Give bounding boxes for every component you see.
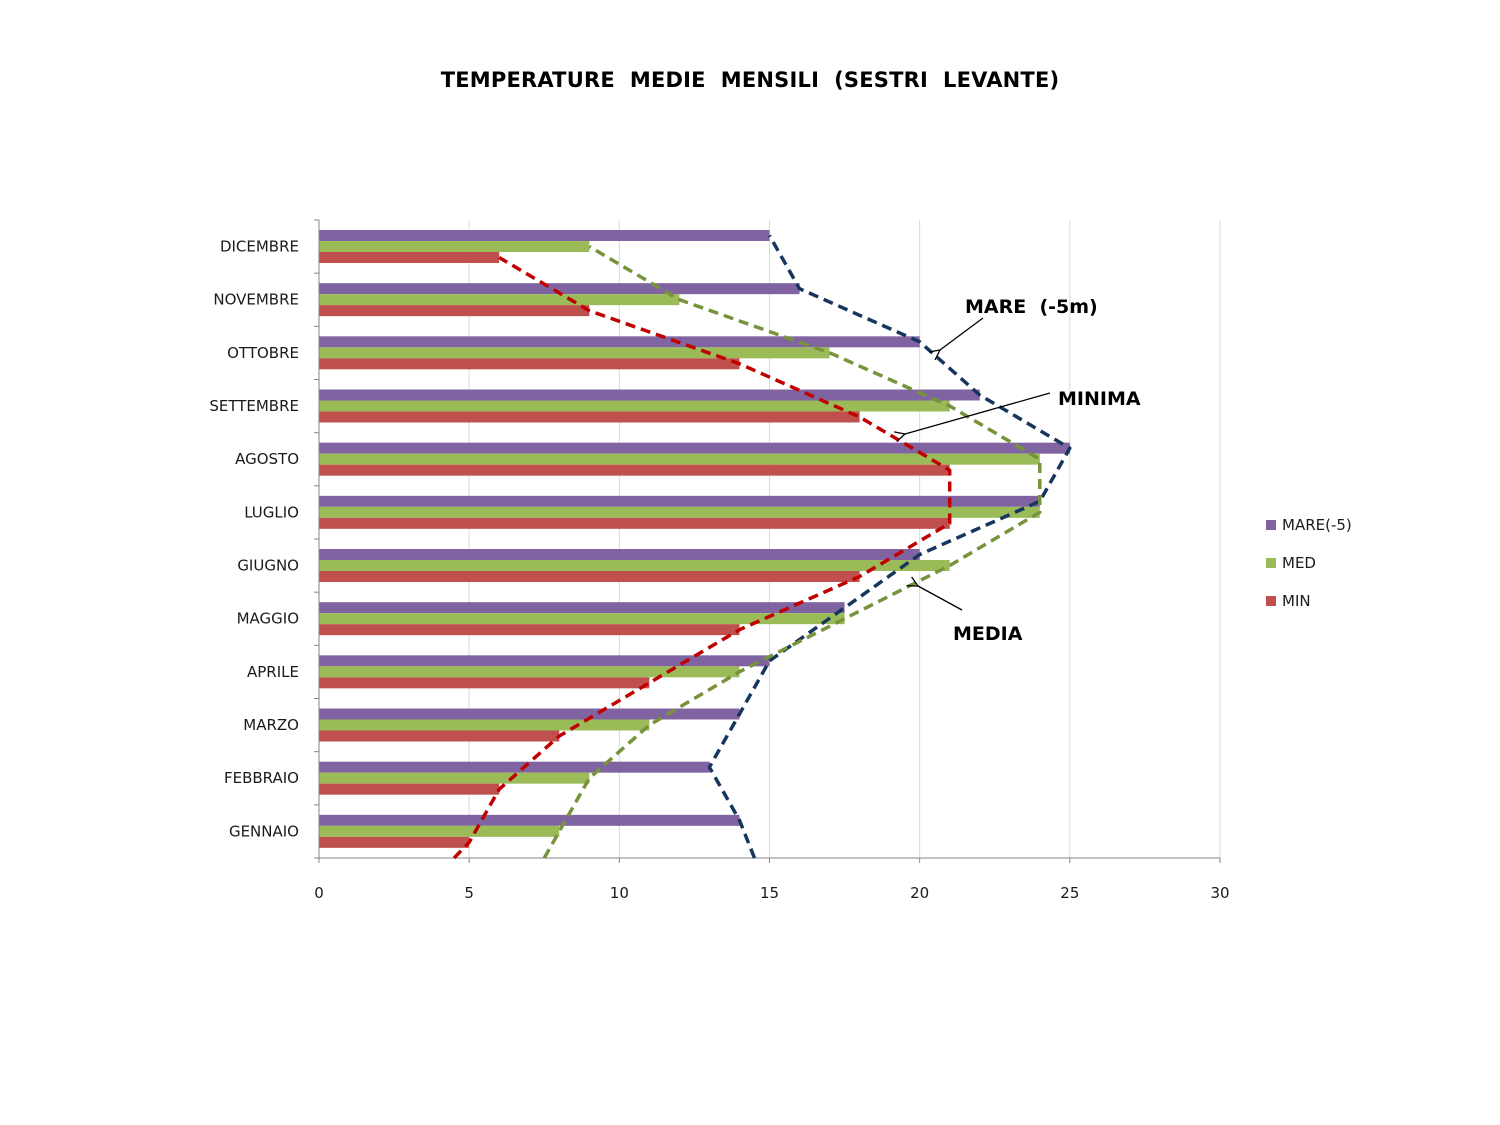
bar-med-maggio xyxy=(319,613,845,625)
legend-label-mare-5: MARE(-5) xyxy=(1282,516,1352,534)
category-label-settembre: SETTEMBRE xyxy=(209,397,299,415)
annotation-arrow-minima xyxy=(905,392,1051,434)
bars xyxy=(319,230,1070,848)
category-label-dicembre: DICEMBRE xyxy=(220,238,299,256)
bar-med-agosto xyxy=(319,453,1040,465)
x-tick-label-5: 5 xyxy=(464,884,474,902)
bar-mare-5-novembre xyxy=(319,283,800,295)
legend: MARE(-5) MED MIN xyxy=(1266,516,1352,610)
trend-line-min xyxy=(452,255,952,860)
bar-min-novembre xyxy=(319,305,590,317)
bar-med-marzo xyxy=(319,719,650,731)
category-label-ottobre: OTTOBRE xyxy=(227,344,299,362)
bar-min-settembre xyxy=(319,411,860,423)
gridlines xyxy=(468,220,1221,858)
bar-mare-5-febbraio xyxy=(319,761,710,773)
category-label-aprile: APRILE xyxy=(247,663,299,681)
bar-mare-5-maggio xyxy=(319,602,845,614)
trend-lines xyxy=(452,234,1072,860)
bar-min-marzo xyxy=(319,730,560,742)
bar-min-dicembre xyxy=(319,252,500,263)
x-tick-label-30: 30 xyxy=(1210,884,1229,902)
annotation-arrow-media xyxy=(918,586,963,611)
bar-med-gennaio xyxy=(319,825,560,837)
x-tick-label-15: 15 xyxy=(760,884,779,902)
x-tick-label-20: 20 xyxy=(910,884,929,902)
legend-label-min: MIN xyxy=(1282,592,1311,610)
annotation-minima: MINIMA xyxy=(1058,388,1141,410)
bar-med-settembre xyxy=(319,400,950,412)
annotations: MARE (-5m) MINIMA MEDIA xyxy=(905,296,1141,645)
legend-swatch-med xyxy=(1266,558,1276,568)
category-label-luglio: LUGLIO xyxy=(244,503,299,521)
bar-mare-5-dicembre xyxy=(319,230,770,241)
bar-min-febbraio xyxy=(319,783,500,795)
bar-min-ottobre xyxy=(319,358,740,370)
annotation-media: MEDIA xyxy=(953,623,1023,645)
x-tick-label-0: 0 xyxy=(314,884,324,902)
bar-min-aprile xyxy=(319,677,650,689)
bar-med-luglio xyxy=(319,506,1040,518)
category-label-marzo: MARZO xyxy=(243,716,299,734)
category-label-gennaio: GENNAIO xyxy=(229,822,299,840)
annotation-mare: MARE (-5m) xyxy=(965,296,1098,318)
bar-min-maggio xyxy=(319,624,740,636)
category-label-agosto: AGOSTO xyxy=(235,450,299,468)
trend-line-med xyxy=(542,244,1042,859)
bar-min-giugno xyxy=(319,571,860,582)
category-label-maggio: MAGGIO xyxy=(237,610,299,628)
bar-mare-5-agosto xyxy=(319,442,1070,454)
bar-min-agosto xyxy=(319,464,950,476)
chart-title: TEMPERATURE MEDIE MENSILI (SESTRI LEVANT… xyxy=(440,68,1060,92)
bar-med-aprile xyxy=(319,666,740,678)
category-label-giugno: GIUGNO xyxy=(237,557,299,575)
x-tick-label-25: 25 xyxy=(1060,884,1079,902)
bar-med-ottobre xyxy=(319,347,830,359)
bar-med-novembre xyxy=(319,294,680,306)
bar-mare-5-settembre xyxy=(319,389,980,401)
bar-mare-5-marzo xyxy=(319,708,740,720)
bar-mare-5-giugno xyxy=(319,549,920,560)
legend-swatch-mare-5 xyxy=(1266,520,1276,530)
axes: 0 5 10 15 20 25 30 GENNAIO FEBBRAIO MARZO APRILE MA… xyxy=(209,219,1230,902)
annotation-arrow-mare xyxy=(940,317,984,350)
bar-mare-5-aprile xyxy=(319,655,770,667)
bar-med-giugno xyxy=(319,560,950,571)
bar-mare-5-gennaio xyxy=(319,814,740,826)
bar-med-dicembre xyxy=(319,241,590,252)
x-tick-label-10: 10 xyxy=(610,884,629,902)
bar-min-gennaio xyxy=(319,836,470,848)
trend-line-mare-5 xyxy=(707,234,1072,859)
bar-med-febbraio xyxy=(319,772,590,784)
legend-swatch-min xyxy=(1266,596,1276,606)
category-label-novembre: NOVEMBRE xyxy=(213,291,299,309)
bar-mare-5-ottobre xyxy=(319,336,920,348)
bar-min-luglio xyxy=(319,517,950,529)
category-label-febbraio: FEBBRAIO xyxy=(224,769,299,787)
legend-label-med: MED xyxy=(1282,554,1316,572)
bar-mare-5-luglio xyxy=(319,495,1040,507)
